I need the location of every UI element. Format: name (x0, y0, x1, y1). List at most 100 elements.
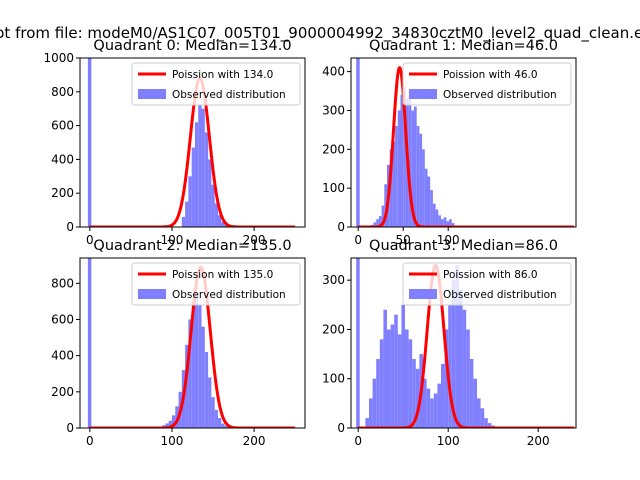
panel-title: Quadrant 2: Median=135.0 (93, 238, 291, 254)
hist-bar (168, 420, 172, 428)
legend-patch-swatch (409, 289, 437, 299)
legend: Poission with 86.0 Observed distribution (402, 262, 572, 306)
hist-bar (392, 141, 396, 227)
hist-bar (400, 94, 404, 227)
y-tick-label: 200 (51, 385, 74, 399)
y-tick-label: 100 (322, 372, 345, 386)
y-tick-label: 800 (51, 85, 74, 99)
plot-area (87, 258, 297, 428)
hist-bar (185, 201, 189, 227)
hist-bar (408, 91, 412, 227)
panel-title: Quadrant 0: Median=134.0 (93, 38, 291, 54)
hist-bar (181, 216, 186, 227)
hist-bar (432, 203, 436, 227)
hist-bar (451, 280, 456, 428)
x-tick-label: 0 (86, 233, 94, 247)
plot-area (356, 58, 576, 227)
hist-bar (435, 209, 439, 227)
y-tick-label: 300 (322, 103, 345, 117)
y-tick-label: 400 (322, 65, 345, 79)
hist-bar (405, 329, 409, 428)
hist-bar (224, 224, 228, 227)
x-tick-label: 200 (243, 233, 266, 247)
hist-bar (217, 418, 222, 428)
x-tick-label: 0 (354, 233, 362, 247)
hist-bar (437, 383, 441, 428)
hist-bar (414, 106, 417, 227)
hist-bar (394, 314, 398, 428)
hist-bar (426, 388, 431, 428)
hist-bar (477, 398, 481, 428)
hist-bar (411, 110, 414, 227)
y-tick-label: 200 (322, 142, 345, 156)
legend-label-poisson: Poission with 135.0 (172, 269, 273, 281)
figure-suptitle: Plot from file: modeM0/AS1C07_005T01_900… (0, 24, 640, 43)
hist-bar (459, 290, 463, 428)
poisson-curve (357, 66, 576, 227)
hist-bar (188, 319, 192, 428)
hist-bar-zero (356, 58, 360, 227)
legend: Poission with 135.0 Observed distribution (131, 262, 301, 306)
hist-bar (462, 309, 467, 428)
y-tick-label: 200 (51, 186, 74, 200)
y-tick-label: 0 (337, 220, 345, 234)
hist-bar (198, 305, 202, 428)
hist-bar (204, 132, 209, 227)
axes-frame (79, 257, 306, 429)
hist-bar (401, 304, 405, 428)
hist-bar (194, 122, 199, 227)
hist-bar (416, 125, 420, 227)
hist-bar (376, 359, 380, 428)
axes-frame (79, 57, 306, 228)
hist-bar (214, 203, 218, 227)
y-tick-label: 0 (337, 421, 345, 435)
hist-bar (204, 352, 209, 428)
y-tick-label: 800 (51, 276, 74, 290)
legend: Poission with 134.0 Observed distribution (131, 62, 301, 106)
hist-bar (378, 216, 382, 227)
hist-bar (379, 339, 384, 428)
hist-bar-zero (87, 258, 92, 428)
hist-bar (403, 87, 406, 227)
y-tick-label: 200 (322, 322, 345, 336)
legend-box (131, 62, 301, 106)
hist-bar (188, 176, 192, 227)
quadrant-3-panel: 0 100 200 0 100 200 300 Quadrant 3: Median=86.0… (322, 238, 577, 448)
quadrant-0-panel: 0 100 200 0 200 400 600 800 1000 Quadrant 0: Medi… (43, 38, 306, 247)
hist-bar (397, 110, 401, 227)
poisson-curve (88, 76, 297, 227)
legend-patch-swatch (138, 289, 166, 299)
quadrant-2-panel: 0 100 200 0 200 400 600 800 Quadrant 2: Median=1… (51, 238, 306, 448)
hist-bar (191, 301, 195, 428)
hist-bar (208, 159, 212, 227)
hist-bar (441, 363, 445, 428)
hist-bar (214, 409, 218, 428)
legend-label-observed: Observed distribution (172, 89, 286, 101)
legend-label-poisson: Poission with 86.0 (443, 269, 538, 281)
y-tick-label: 600 (51, 119, 74, 133)
axes-frame (350, 257, 577, 429)
hist-bar (473, 378, 477, 428)
hist-bar (449, 219, 452, 227)
hist-bar (438, 215, 441, 227)
legend-label-poisson: Poission with 46.0 (443, 69, 538, 81)
hist-bar (221, 221, 225, 227)
legend-box (402, 262, 572, 306)
hist-bar (451, 223, 455, 227)
x-tick-label: 200 (527, 434, 550, 448)
hist-bar (466, 329, 470, 428)
hist-bar (372, 378, 377, 428)
hist-bar (389, 149, 393, 227)
hist-bar (395, 125, 398, 227)
x-tick-label: 100 (161, 434, 184, 448)
y-tick-label: 0 (66, 220, 74, 234)
hist-bar (369, 398, 373, 428)
legend-label-poisson: Poission with 134.0 (172, 69, 273, 81)
panel-title: Quadrant 3: Median=86.0 (369, 238, 558, 254)
legend: Poission with 46.0 Observed distribution (402, 62, 572, 106)
hist-bar (419, 133, 423, 227)
hist-bar (165, 423, 169, 428)
hist-bar (448, 304, 452, 428)
